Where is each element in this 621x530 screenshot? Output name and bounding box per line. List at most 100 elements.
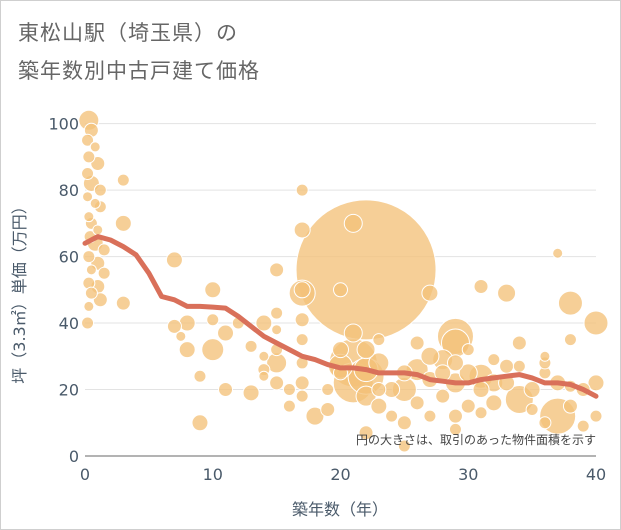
y-tick-labels: 0 20 40 60 80 100 — [48, 115, 79, 466]
data-point — [81, 316, 95, 330]
data-point — [166, 318, 182, 334]
data-point — [83, 211, 95, 223]
data-point — [81, 166, 95, 180]
x-tick-labels: 0 10 20 30 40 — [80, 465, 606, 484]
data-point — [115, 295, 131, 311]
data-point — [204, 281, 222, 299]
data-point — [343, 213, 363, 233]
data-point — [294, 375, 310, 391]
data-point — [191, 414, 209, 432]
data-point — [269, 375, 285, 391]
data-point — [320, 401, 336, 417]
data-point — [557, 290, 583, 316]
data-point — [448, 422, 462, 436]
data-point — [178, 314, 196, 332]
chart-annotation: 円の大きさは、取引のあった物件面積を示す — [356, 432, 596, 447]
data-point — [461, 343, 475, 357]
data-point — [397, 439, 411, 453]
data-point — [589, 409, 603, 423]
data-point — [583, 310, 609, 336]
data-point — [244, 339, 258, 353]
x-tick-label: 30 — [458, 465, 478, 484]
chart-title-line1: 東松山駅（埼玉県）の — [18, 21, 238, 45]
data-point — [193, 369, 207, 383]
y-tick-label: 40 — [59, 314, 79, 333]
data-point — [409, 335, 425, 351]
y-tick-label: 60 — [59, 248, 79, 267]
data-point — [295, 199, 437, 341]
data-point — [270, 306, 284, 320]
data-point — [269, 262, 285, 278]
data-point — [420, 346, 440, 366]
data-point — [435, 388, 451, 404]
data-point — [175, 330, 187, 342]
data-point — [423, 409, 437, 423]
data-point — [525, 402, 539, 416]
data-point — [487, 353, 501, 367]
data-point — [83, 300, 95, 312]
trend-line — [82, 234, 599, 399]
data-point — [523, 381, 541, 399]
data-point — [563, 333, 577, 347]
data-point — [343, 323, 363, 343]
data-point — [511, 335, 527, 351]
data-point — [294, 312, 310, 328]
data-point — [97, 243, 111, 257]
data-point — [84, 286, 98, 300]
data-point — [178, 341, 196, 359]
data-point — [282, 399, 296, 413]
data-point — [446, 354, 464, 372]
x-tick-label: 0 — [80, 465, 90, 484]
data-point — [201, 338, 225, 362]
data-point — [218, 382, 234, 398]
data-point — [321, 383, 335, 397]
data-point — [472, 381, 490, 399]
data-point — [562, 398, 578, 414]
data-point — [114, 214, 132, 232]
data-point — [82, 191, 94, 203]
data-point — [409, 395, 425, 411]
data-point — [295, 183, 309, 197]
data-point — [206, 313, 220, 327]
data-point — [497, 283, 517, 303]
data-point — [82, 250, 96, 264]
data-point — [89, 197, 101, 209]
data-point — [539, 350, 551, 362]
data-point — [371, 382, 387, 398]
data-point — [258, 350, 270, 362]
data-point — [587, 374, 605, 392]
data-point — [474, 406, 488, 420]
x-tick-label: 40 — [586, 465, 606, 484]
y-tick-label: 20 — [59, 381, 79, 400]
data-point — [82, 150, 96, 164]
y-tick-label: 0 — [69, 447, 79, 466]
data-point — [295, 389, 309, 403]
data-point — [576, 419, 590, 433]
data-point — [242, 384, 260, 402]
data-point — [499, 358, 515, 374]
data-point — [282, 383, 296, 397]
y-tick-label: 80 — [59, 181, 79, 200]
data-point — [97, 266, 111, 280]
data-point — [473, 278, 489, 294]
data-point — [552, 247, 564, 259]
data-point — [305, 406, 325, 426]
data-point — [460, 398, 476, 414]
data-point — [165, 251, 183, 269]
data-point — [538, 416, 552, 430]
data-point — [485, 394, 503, 412]
data-point — [293, 281, 311, 299]
data-point — [372, 333, 386, 347]
data-point — [258, 370, 270, 382]
chart-title-line2: 築年数別中古戸建て価格 — [18, 59, 260, 83]
x-tick-label: 10 — [203, 465, 223, 484]
data-point — [93, 183, 107, 197]
data-point — [396, 415, 412, 431]
y-tick-label: 100 — [48, 115, 79, 134]
data-point — [356, 340, 376, 360]
data-point — [92, 224, 104, 236]
x-axis-label: 築年数（年） — [292, 500, 388, 519]
data-point — [447, 408, 463, 424]
